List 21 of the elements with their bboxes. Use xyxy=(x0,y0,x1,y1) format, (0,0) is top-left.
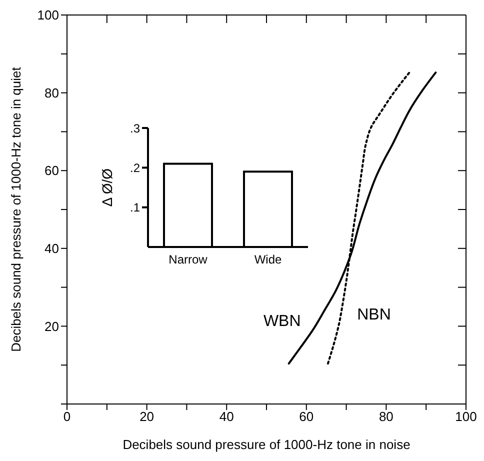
y-tick-label: 40 xyxy=(44,241,59,256)
x-tick-label: 100 xyxy=(455,409,477,424)
x-tick-label: 40 xyxy=(219,409,234,424)
y-tick-label: .1 xyxy=(130,200,140,215)
x-tick-label: 20 xyxy=(140,409,154,424)
y-tick-label: .3 xyxy=(130,121,140,136)
y-tick-label: .2 xyxy=(130,160,140,175)
y-tick-label: 80 xyxy=(44,85,59,100)
x-tick-label: Narrow xyxy=(168,252,208,267)
x-tick-label: 60 xyxy=(299,409,314,424)
y-tick-label: 20 xyxy=(44,318,59,334)
x-tick-label: 0 xyxy=(63,409,71,424)
x-axis-title: Decibels sound pressure of 1000-Hz tone in noise xyxy=(122,437,410,452)
series-label: WBN xyxy=(263,313,301,330)
series-label: NBN xyxy=(357,306,391,324)
x-tick-label: Wide xyxy=(254,252,282,267)
y-tick-label: 60 xyxy=(44,163,59,178)
x-tick-label: 80 xyxy=(378,409,394,424)
y-axis-title: Δ Ø/Ø xyxy=(99,168,115,207)
y-axis-title: Decibels sound pressure of 1000-Hz tone in quiet xyxy=(8,66,24,352)
y-tick-label: 100 xyxy=(37,8,59,23)
